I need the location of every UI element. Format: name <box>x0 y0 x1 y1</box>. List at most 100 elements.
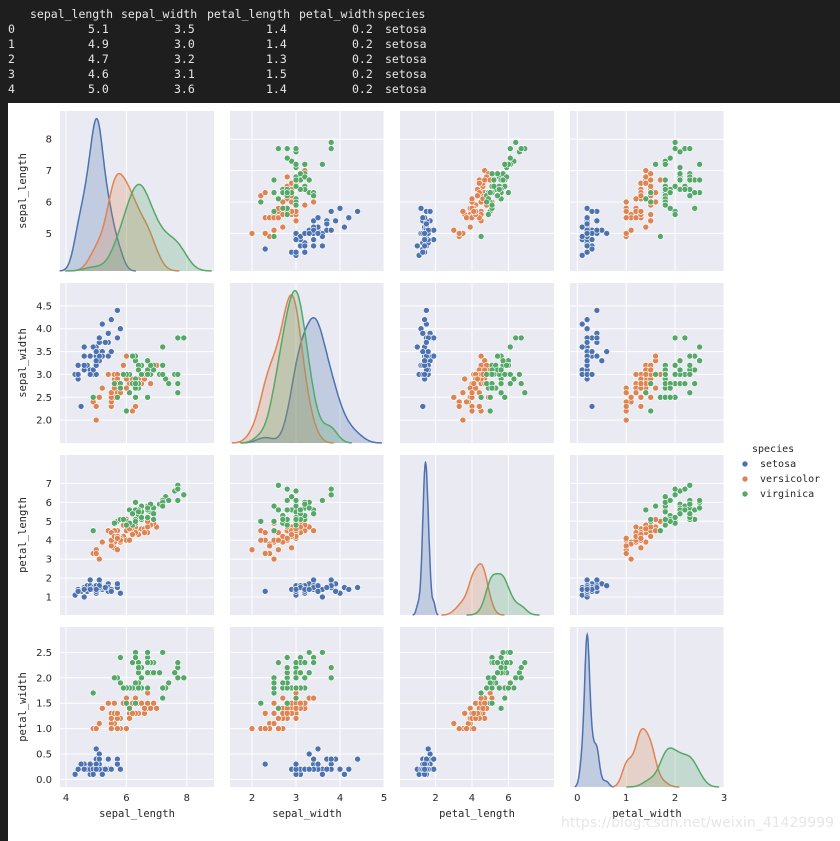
y-tick-label: 4.0 <box>36 324 52 335</box>
scatter-point <box>117 589 124 597</box>
scatter-point <box>506 380 514 387</box>
y-tick-label: 2 <box>46 574 52 585</box>
scatter-point <box>647 366 655 374</box>
scatter-point <box>270 679 278 687</box>
scatter-point <box>578 320 586 328</box>
scatter-point <box>686 510 694 518</box>
scatter-point <box>292 183 300 190</box>
x-tick-label: 0 <box>574 793 580 804</box>
scatter-point <box>261 760 269 768</box>
scatter-point <box>455 725 463 732</box>
scatter-point <box>588 236 596 243</box>
scatter-point <box>327 674 335 682</box>
scatter-point <box>257 517 265 525</box>
kde-fill <box>231 294 334 443</box>
scatter-point <box>96 720 103 727</box>
cell-value: setosa <box>385 82 427 96</box>
scatter-point <box>622 403 630 410</box>
scatter-point <box>327 226 335 234</box>
kde-line <box>626 747 720 788</box>
scatter-point <box>159 361 166 369</box>
scatter-point <box>270 189 278 196</box>
scatter-point <box>686 481 694 489</box>
scatter-point <box>86 352 94 360</box>
scatter-point <box>501 160 509 168</box>
scatter-point <box>96 755 103 763</box>
column-header: sepal_width <box>121 7 198 21</box>
scatter-point <box>144 371 151 378</box>
dataframe-head-output: sepal_length sepal_width petal_length pe… <box>0 0 840 103</box>
scatter-point <box>174 371 182 378</box>
scatter-point <box>494 659 501 666</box>
scatter-point <box>305 230 313 237</box>
scatter-point <box>488 201 496 209</box>
scatter-point <box>622 214 630 221</box>
scatter-point <box>292 236 300 243</box>
scatter-point <box>80 361 88 369</box>
scatter-point <box>123 407 130 415</box>
scatter-point <box>159 684 166 692</box>
scatter-point <box>283 497 291 504</box>
scatter-point <box>297 233 304 240</box>
scatter-point <box>497 704 505 712</box>
scatter-point <box>319 497 326 504</box>
scatter-point <box>475 179 483 187</box>
scatter-point <box>132 403 139 410</box>
scatter-point <box>583 316 591 323</box>
pairplot-svg: 5 6 7 8 sepal_length 2.0 2.5 3.0 3.5 4.0 4.5 sepal_… <box>17 111 820 820</box>
scatter-point <box>354 755 361 763</box>
scatter-point <box>261 529 269 536</box>
scatter-point <box>117 679 124 687</box>
scatter-point <box>468 407 476 415</box>
scatter-point <box>292 684 300 692</box>
scatter-point <box>105 755 112 763</box>
scatter-point <box>86 760 94 768</box>
scatter-point <box>494 170 501 177</box>
scatter-point <box>475 403 483 410</box>
scatter-point <box>301 160 309 168</box>
scatter-point <box>637 208 645 215</box>
scatter-point <box>459 416 467 424</box>
scatter-point <box>292 145 300 152</box>
scatter-point <box>657 527 664 535</box>
scatter-point <box>593 307 601 314</box>
scatter-point <box>138 674 145 682</box>
scatter-point <box>117 654 124 661</box>
scatter-point <box>126 704 133 712</box>
scatter-point <box>261 550 269 557</box>
column-header: sepal_length <box>30 7 114 21</box>
scatter-point <box>583 230 591 237</box>
scatter-point <box>472 699 479 707</box>
scatter-point <box>598 357 606 365</box>
scatter-point <box>578 252 586 259</box>
dataframe-header-row: sepal_length sepal_width petal_length pe… <box>0 7 425 22</box>
scatter-point <box>661 176 669 184</box>
kde-fill <box>412 462 439 615</box>
scatter-point <box>92 357 100 365</box>
scatter-point <box>642 173 650 181</box>
subplot-background <box>400 455 554 615</box>
scatter-point <box>588 348 596 355</box>
scatter-point <box>642 525 650 533</box>
scatter-point <box>132 654 139 661</box>
scatter-point <box>292 176 300 184</box>
x-tick-label: 2 <box>249 793 255 804</box>
scatter-point <box>426 208 434 215</box>
scatter-point <box>310 755 317 763</box>
scatter-point <box>603 230 611 237</box>
scatter-point <box>80 586 88 593</box>
scatter-point <box>497 389 505 397</box>
y-tick-label: 3 <box>46 555 52 566</box>
scatter-point <box>319 160 326 168</box>
scatter-point <box>261 230 269 237</box>
scatter-point <box>490 674 498 682</box>
scatter-point <box>488 684 496 692</box>
scatter-point <box>503 659 510 666</box>
scatter-point <box>301 500 309 508</box>
scatter-point <box>666 384 674 392</box>
scatter-point <box>261 245 269 253</box>
cell-value: setosa <box>385 22 427 36</box>
scatter-point <box>144 699 151 707</box>
scatter-point <box>92 416 100 424</box>
scatter-point <box>144 684 151 692</box>
